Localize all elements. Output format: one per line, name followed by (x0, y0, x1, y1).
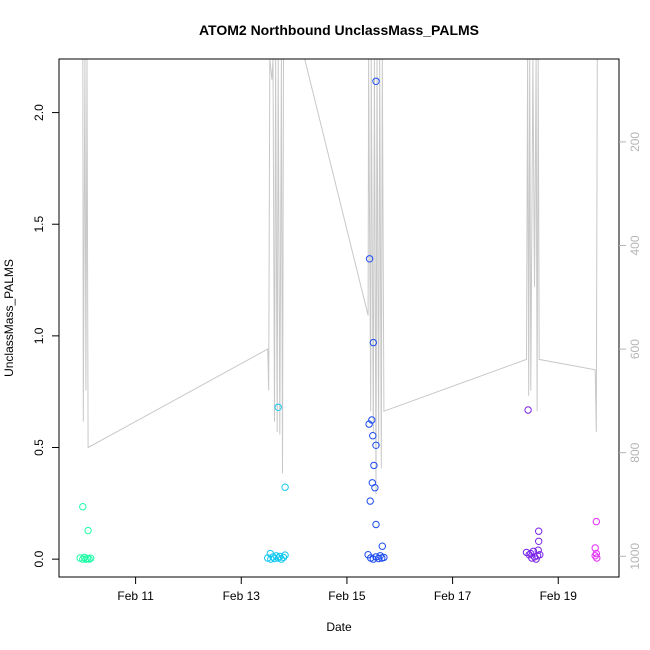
data-point (535, 527, 543, 535)
chart-title: ATOM2 Northbound UnclassMass_PALMS (199, 22, 479, 38)
x-tick-label: Feb 17 (434, 589, 472, 603)
y-tick-label: 1.0 (32, 327, 46, 344)
y-tick-label: 1.5 (32, 216, 46, 233)
data-point (368, 479, 376, 487)
y2-tick-label: 800 (628, 442, 642, 462)
data-point (370, 461, 378, 470)
data-point (274, 403, 282, 411)
data-point (372, 441, 380, 449)
data-point (87, 554, 95, 562)
data-point (591, 552, 599, 560)
data-point (366, 497, 374, 505)
data-point (591, 544, 599, 552)
data-point (536, 551, 544, 559)
x-tick-label: Feb 15 (328, 589, 366, 603)
data-point (535, 537, 543, 545)
x-tick-label: Feb 11 (117, 589, 154, 603)
y2-tick-label: 400 (628, 235, 642, 255)
y-tick-label: 0.0 (32, 550, 46, 567)
data-point (593, 554, 601, 562)
data-point (365, 255, 374, 263)
data-point (279, 553, 288, 562)
data-point (376, 552, 384, 560)
y2-tick-label: 1000 (628, 543, 642, 570)
data-point (365, 420, 373, 428)
data-point (281, 551, 289, 559)
data-point (592, 517, 600, 526)
data-point (529, 547, 538, 555)
x-axis-label: Date (326, 620, 352, 634)
data-point (267, 555, 275, 563)
plot-layer: Feb 11 Feb 13 Feb 15 Feb 17 Feb 19 0.0 0.5 1.0 1… (32, 58, 642, 603)
plot-frame (58, 58, 620, 578)
data-point (369, 432, 377, 440)
data-point (369, 338, 377, 347)
x-tick-label: Feb 13 (223, 589, 261, 603)
data-point (524, 406, 532, 414)
data-point (274, 554, 282, 562)
data-point (372, 520, 380, 529)
data-point (85, 555, 93, 563)
y-tick-label: 2.0 (32, 104, 46, 121)
data-point (272, 552, 280, 560)
data-point (281, 483, 289, 491)
data-point (534, 546, 542, 554)
y-axis-label: UnclassMass_PALMS (2, 259, 16, 377)
data-point (532, 555, 540, 563)
data-point (79, 503, 87, 511)
data-point (84, 526, 92, 535)
y2-tick-label: 200 (628, 132, 642, 152)
y-tick-label: 0.5 (32, 439, 46, 456)
secondary-series-line (82, 59, 598, 495)
y2-tick-label: 600 (628, 339, 642, 359)
data-point (380, 553, 388, 562)
data-point (378, 542, 386, 550)
x-tick-label: Feb 19 (540, 589, 578, 603)
data-point (277, 555, 286, 563)
data-point (372, 77, 380, 86)
data-point (371, 484, 379, 492)
